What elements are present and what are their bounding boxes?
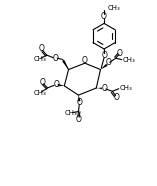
Text: CH₃: CH₃ xyxy=(122,57,135,63)
Text: CH₃: CH₃ xyxy=(65,110,78,116)
Text: O: O xyxy=(101,51,107,60)
Text: O: O xyxy=(106,58,111,67)
Text: O: O xyxy=(114,93,120,102)
Polygon shape xyxy=(62,60,69,70)
Polygon shape xyxy=(58,84,64,86)
Text: O: O xyxy=(102,84,107,93)
Text: O: O xyxy=(39,78,45,87)
Text: O: O xyxy=(101,12,107,20)
Polygon shape xyxy=(78,95,81,101)
Text: O: O xyxy=(76,98,82,108)
Text: CH₃: CH₃ xyxy=(33,90,46,96)
Text: CH₃: CH₃ xyxy=(120,85,133,92)
Polygon shape xyxy=(100,64,108,70)
Text: CH₃: CH₃ xyxy=(33,56,46,62)
Text: CH₃: CH₃ xyxy=(108,5,121,11)
Text: O: O xyxy=(38,44,44,53)
Text: O: O xyxy=(117,49,123,58)
Text: O: O xyxy=(53,80,59,89)
Text: O: O xyxy=(52,54,58,63)
Text: O: O xyxy=(76,115,81,124)
Text: O: O xyxy=(81,56,87,65)
